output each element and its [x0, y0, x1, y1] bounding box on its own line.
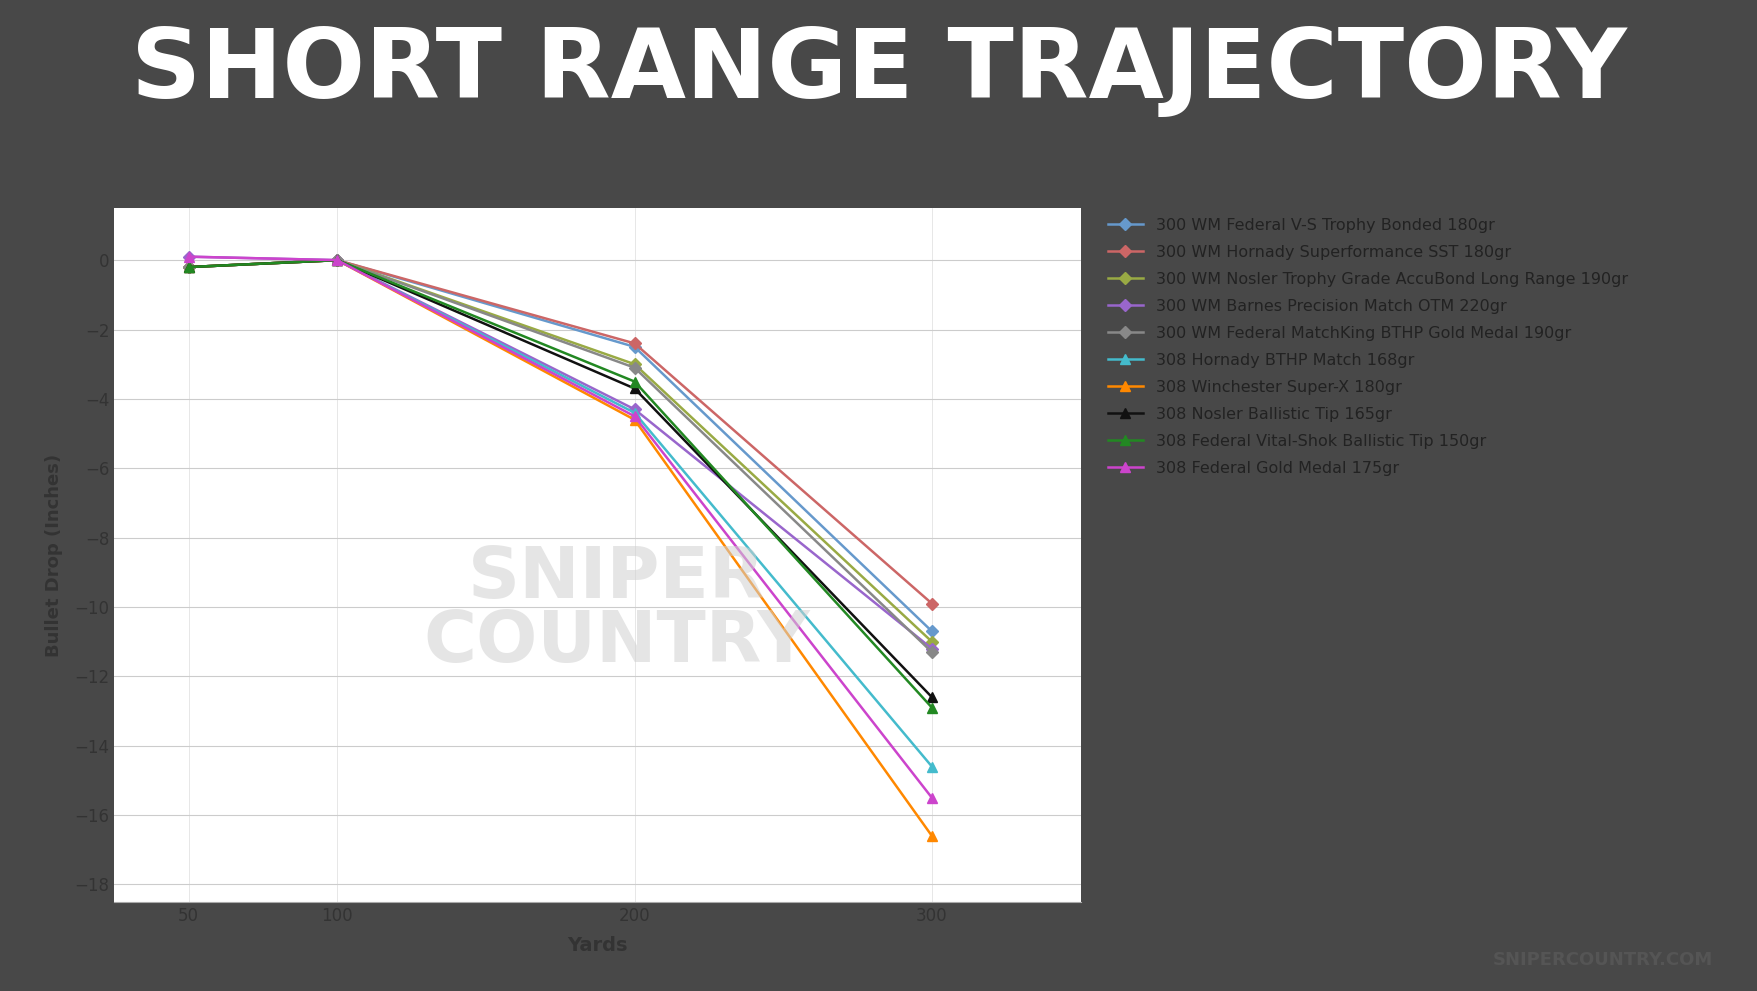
Text: SNIPERCOUNTRY.COM: SNIPERCOUNTRY.COM	[1493, 951, 1713, 969]
Text: SNIPER
COUNTRY: SNIPER COUNTRY	[423, 544, 810, 677]
Legend: 300 WM Federal V-S Trophy Bonded 180gr, 300 WM Hornady Superformance SST 180gr, : 300 WM Federal V-S Trophy Bonded 180gr, …	[1102, 211, 1634, 482]
Y-axis label: Bullet Drop (Inches): Bullet Drop (Inches)	[46, 454, 63, 656]
X-axis label: Yards: Yards	[568, 936, 627, 954]
Text: SHORT RANGE TRAJECTORY: SHORT RANGE TRAJECTORY	[130, 26, 1627, 118]
